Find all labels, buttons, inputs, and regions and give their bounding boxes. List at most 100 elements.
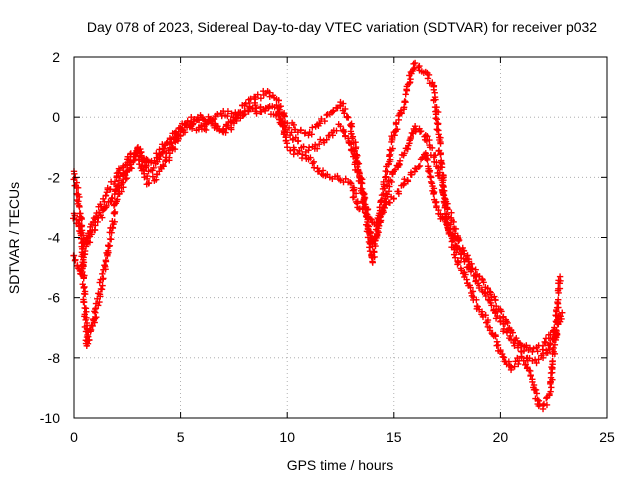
track-marker xyxy=(400,104,408,111)
track-marker xyxy=(163,139,170,147)
track-marker xyxy=(342,175,349,182)
track-marker xyxy=(300,143,307,150)
track-marker xyxy=(222,129,229,136)
track-marker xyxy=(166,154,173,161)
y-tick-label: 0 xyxy=(52,109,60,125)
track-marker xyxy=(323,111,330,119)
track-marker xyxy=(166,144,174,151)
data-point xyxy=(362,210,370,217)
track-marker xyxy=(401,98,409,105)
track-marker xyxy=(96,298,103,306)
track-marker xyxy=(195,124,203,131)
track-marker xyxy=(401,175,408,183)
track-marker xyxy=(111,208,119,216)
track-marker xyxy=(106,229,113,236)
track-marker xyxy=(386,177,394,184)
track-marker xyxy=(412,126,420,134)
track-marker xyxy=(74,184,82,191)
track-marker xyxy=(440,177,447,184)
track-marker xyxy=(299,151,306,158)
track-marker xyxy=(281,113,289,120)
track-marker xyxy=(71,212,78,219)
track-marker xyxy=(455,237,462,245)
data-point xyxy=(347,180,355,187)
track-marker xyxy=(360,198,367,205)
track-marker xyxy=(341,105,349,113)
track-marker xyxy=(285,124,293,131)
y-tick-label: -10 xyxy=(40,410,60,426)
track-marker xyxy=(464,252,471,259)
track-marker xyxy=(478,308,486,315)
track-marker xyxy=(103,202,110,210)
track-marker xyxy=(384,168,391,175)
track-marker xyxy=(546,392,553,399)
track-marker xyxy=(542,347,550,354)
track-marker xyxy=(535,397,543,404)
track-marker xyxy=(294,137,302,145)
track-marker xyxy=(214,123,221,130)
track-marker xyxy=(474,303,481,310)
track-marker xyxy=(517,341,525,349)
track-marker xyxy=(114,182,122,189)
track-marker xyxy=(109,224,117,232)
track-marker xyxy=(482,292,489,300)
track-marker xyxy=(144,156,151,164)
track-marker xyxy=(354,163,361,171)
track-marker xyxy=(275,97,282,104)
track-marker xyxy=(80,284,88,292)
track-marker xyxy=(283,140,291,147)
track-marker xyxy=(437,150,444,158)
track-marker xyxy=(150,164,157,172)
track-marker xyxy=(434,108,442,116)
track-marker xyxy=(78,223,85,230)
x-tick-label: 20 xyxy=(493,429,509,445)
track-marker xyxy=(277,103,284,110)
track-marker xyxy=(370,248,377,256)
track-marker xyxy=(118,188,125,195)
track-marker xyxy=(279,122,287,130)
track-marker xyxy=(551,341,559,348)
y-tick-label: -4 xyxy=(48,230,61,246)
track-marker xyxy=(355,167,362,174)
track-marker xyxy=(353,154,360,161)
track-marker xyxy=(228,119,236,126)
track-marker xyxy=(143,155,150,163)
track-marker xyxy=(551,350,559,358)
track-marker xyxy=(396,157,404,164)
track-marker xyxy=(264,104,272,111)
track-marker xyxy=(153,171,161,178)
track-marker xyxy=(72,256,79,263)
track-marker xyxy=(340,128,348,136)
track-marker xyxy=(430,86,438,93)
track-marker xyxy=(555,285,562,293)
track-marker xyxy=(80,298,87,306)
track-marker xyxy=(395,160,403,167)
track-marker xyxy=(241,107,249,115)
track-marker xyxy=(86,326,94,334)
track-marker xyxy=(441,204,448,211)
track-marker xyxy=(247,95,254,103)
track-marker xyxy=(100,275,107,282)
track-marker xyxy=(526,355,533,362)
track-marker xyxy=(526,344,534,352)
track-marker xyxy=(91,315,99,322)
track-marker xyxy=(137,145,144,153)
track-marker xyxy=(207,120,215,127)
track-marker xyxy=(527,371,534,379)
track-marker xyxy=(109,194,116,202)
track-marker xyxy=(86,336,93,344)
track-marker xyxy=(102,192,109,200)
track-marker xyxy=(425,71,433,79)
track-marker xyxy=(287,147,294,154)
track-marker xyxy=(465,255,473,263)
track-marker xyxy=(364,214,372,222)
track-marker xyxy=(407,135,414,142)
track-marker xyxy=(487,289,494,296)
track-marker xyxy=(99,282,106,289)
track-marker xyxy=(93,314,100,321)
track-marker xyxy=(227,124,235,131)
track-marker xyxy=(452,225,460,233)
track-marker xyxy=(393,126,401,133)
x-tick-label: 0 xyxy=(70,429,78,445)
track-marker xyxy=(350,193,358,201)
